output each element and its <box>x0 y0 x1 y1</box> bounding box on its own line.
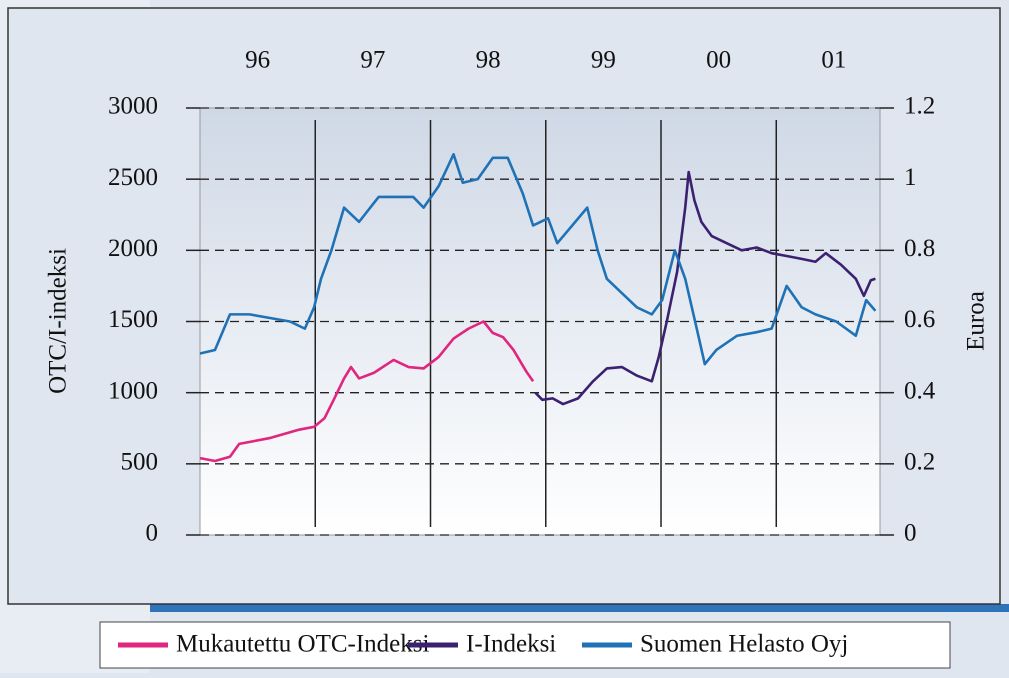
y2-axis-title: Euroa <box>963 291 990 351</box>
y-tick-label: 0 <box>146 520 159 547</box>
x-tick-label: 99 <box>591 47 616 74</box>
legend-label: Suomen Helasto Oyj <box>640 631 848 658</box>
series-line <box>199 320 535 463</box>
y-tick-label: 1500 <box>108 306 158 333</box>
x-tick-label: 96 <box>245 47 270 74</box>
y-tick-label: 2000 <box>108 235 158 262</box>
x-tick-label: 00 <box>706 47 731 74</box>
legend-label: Mukautettu OTC-Indeksi <box>176 631 429 658</box>
y2-tick-label: 0 <box>904 520 917 547</box>
y-tick-label: 500 <box>121 449 159 476</box>
x-tick-label: 97 <box>360 47 385 74</box>
x-tick-label: 01 <box>821 47 846 74</box>
x-tick-label: 98 <box>476 47 501 74</box>
legend <box>99 621 951 669</box>
y-axis-title: OTC/I-indeksi <box>45 248 72 394</box>
y2-tick-label: 1 <box>904 164 917 191</box>
y2-tick-label: 0.4 <box>904 377 936 404</box>
y-tick-label: 3000 <box>108 93 158 120</box>
series-line <box>534 170 876 406</box>
y2-tick-label: 1.2 <box>904 93 935 120</box>
y2-tick-label: 0.2 <box>904 449 935 476</box>
series-line <box>199 152 877 366</box>
y-tick-label: 2500 <box>108 164 158 191</box>
y2-tick-label: 0.8 <box>904 235 935 262</box>
y2-tick-label: 0.6 <box>904 306 935 333</box>
blue-bar <box>150 604 1009 612</box>
y-tick-label: 1000 <box>108 377 158 404</box>
legend-label: I-Indeksi <box>466 631 556 658</box>
